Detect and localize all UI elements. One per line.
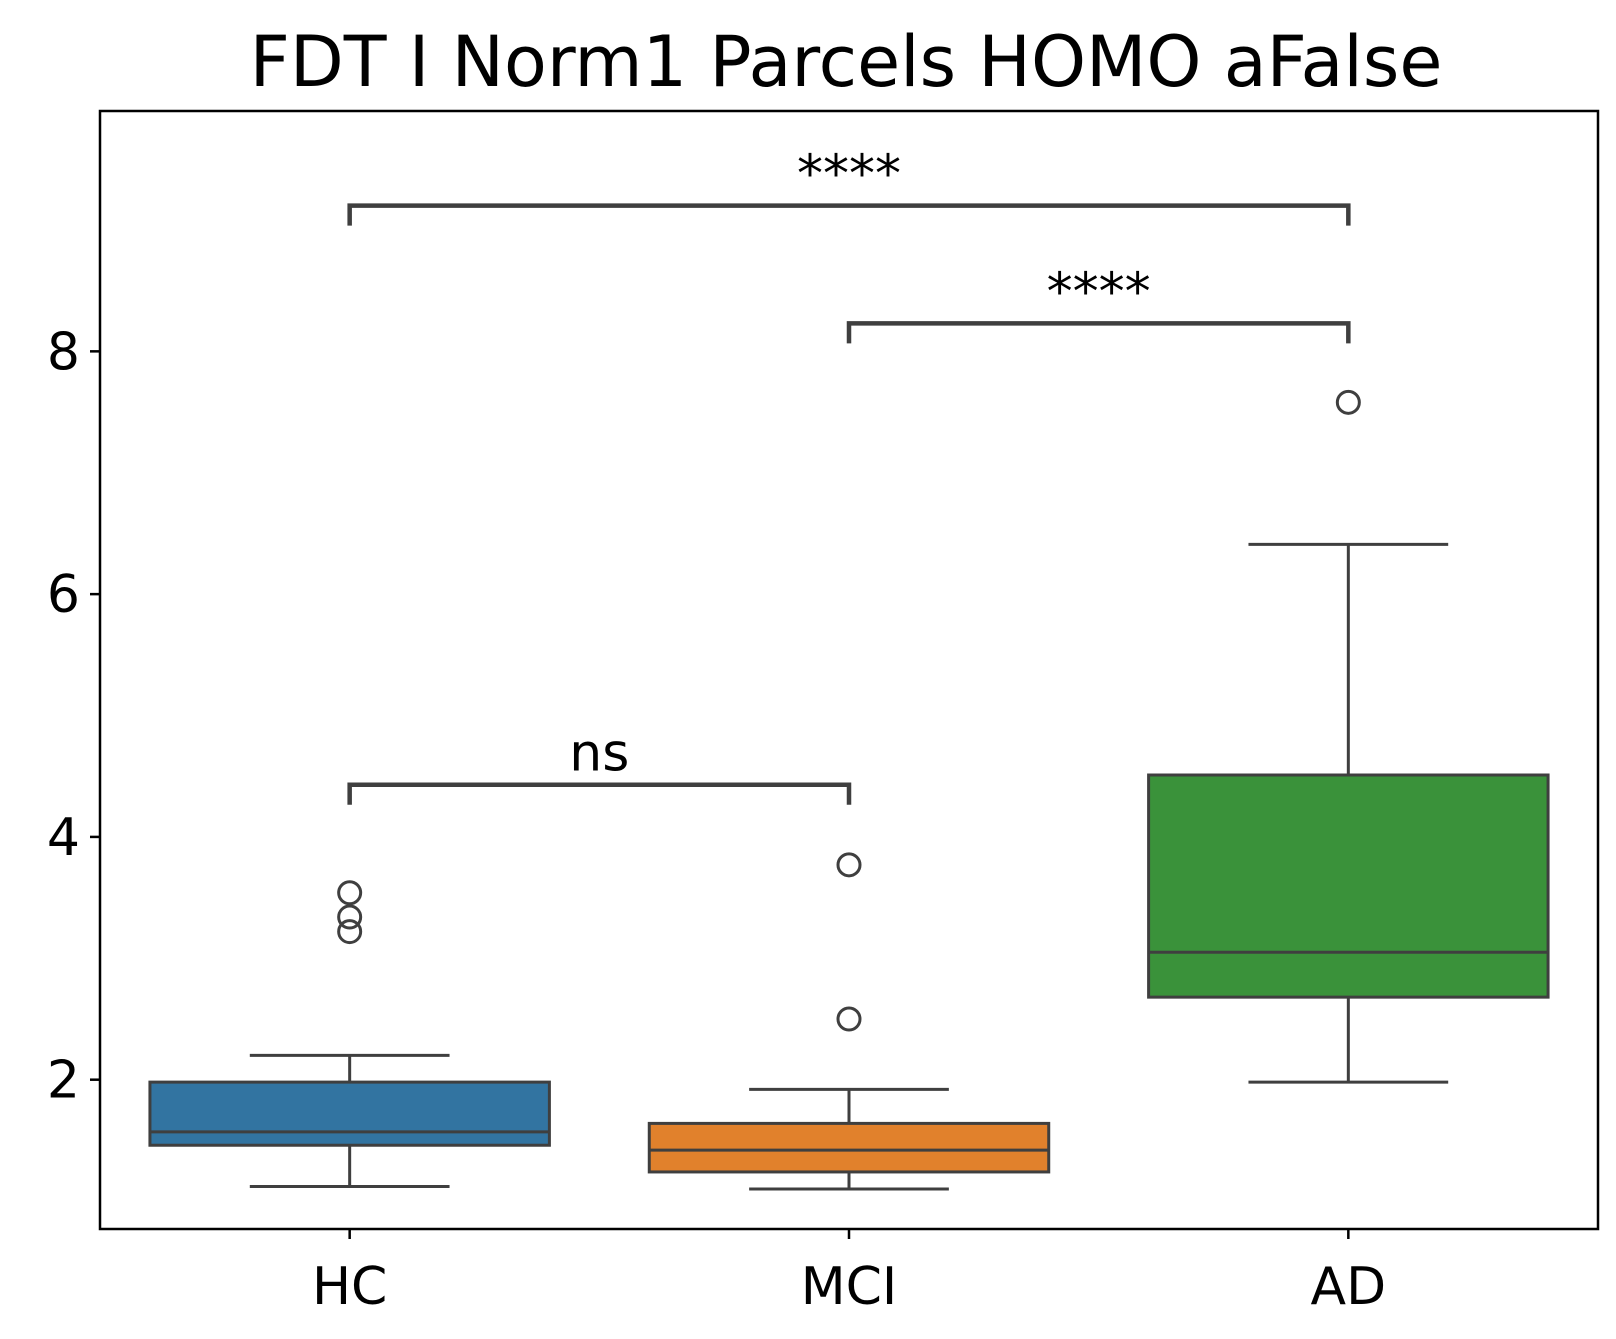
significance-label: ns [569,724,629,784]
box-mci [647,1121,1051,1174]
outlier-point [337,880,363,906]
plot-marks: 2 4 6 8 HC MCI AD ns **** **** [47,145,1550,1317]
outlier-point [337,919,363,945]
plot-frame [98,109,1600,1231]
y-tick-label: 4 [47,808,80,868]
significance-bracket [846,321,1351,344]
significance-bracket [347,203,1351,226]
y-tick-label: 8 [47,322,80,382]
x-tick-label: HC [312,1257,387,1317]
chart-title: FDT I Norm1 Parcels HOMO aFalse [250,21,1443,103]
box-hc [148,1080,551,1147]
box-ad [1147,773,1550,999]
x-tick-label: AD [1311,1257,1387,1317]
outlier-point [836,852,862,878]
outlier-point [836,1006,862,1032]
x-tick-label: MCI [801,1257,898,1317]
significance-label: **** [797,145,901,205]
y-tick-label: 6 [47,565,80,625]
significance-bracket [347,782,852,805]
y-tick-label: 2 [47,1051,80,1111]
outlier-point [337,904,363,930]
significance-label: **** [1047,262,1151,322]
outlier-point [1335,389,1361,415]
